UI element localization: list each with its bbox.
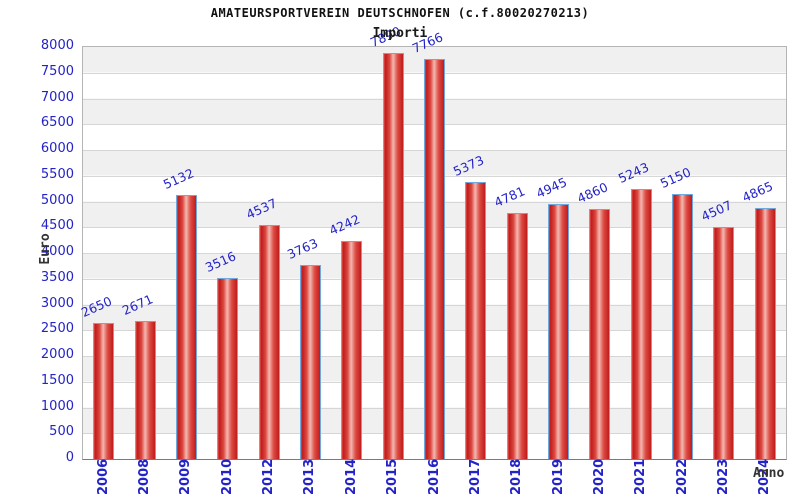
- x-tick-label: 2006: [95, 458, 111, 495]
- bar: [134, 321, 156, 459]
- bar: [506, 213, 528, 459]
- x-axis-label: Anno: [753, 466, 785, 481]
- bar: [548, 204, 570, 459]
- bar: [341, 241, 363, 459]
- bar-value-label: 5150: [657, 164, 693, 191]
- x-tick-label: 2015: [385, 458, 401, 495]
- bar: [175, 195, 197, 459]
- y-tick-label: 3500: [40, 269, 74, 285]
- x-tick-label: 2012: [261, 458, 277, 495]
- x-tick-label: 2016: [426, 458, 442, 495]
- x-tick-label: 2014: [343, 458, 359, 495]
- x-tick-label: 2009: [178, 458, 194, 495]
- x-tick-label: 2018: [509, 458, 525, 495]
- y-tick-label: 3000: [40, 295, 74, 311]
- bar: [382, 53, 404, 459]
- y-tick-label: 0: [65, 450, 74, 465]
- y-tick-label: 4500: [40, 218, 74, 234]
- bar: [217, 278, 239, 459]
- bar: [93, 323, 115, 459]
- bar: [465, 182, 487, 459]
- bar-value-label: 4242: [326, 211, 362, 238]
- y-tick-label: 1500: [40, 372, 74, 388]
- y-tick-label: 7500: [40, 63, 74, 79]
- x-tick-label: 2017: [467, 458, 483, 495]
- bar-value-label: 4781: [492, 183, 528, 210]
- bar: [589, 209, 611, 459]
- bar: [424, 59, 445, 459]
- x-tick-label: 2022: [674, 458, 690, 495]
- bar: [299, 265, 321, 459]
- bar-value-label: 5132: [161, 165, 197, 192]
- plot-area: 2650 2671 5132 3516 4537 3763 4242 7890 7766 5373…: [78, 23, 787, 460]
- y-tick-label: 5500: [40, 166, 74, 182]
- x-tick-label: 2021: [633, 458, 649, 495]
- bar: [258, 225, 280, 459]
- y-tick-label: 8000: [40, 38, 74, 53]
- y-tick-label: 4000: [40, 244, 74, 259]
- bar-value-label: 3763: [285, 235, 321, 262]
- y-tick-label: 6500: [40, 115, 74, 131]
- y-tick-label: 6000: [40, 141, 74, 156]
- x-tick-label: 2013: [302, 458, 318, 495]
- x-tick-label: 2020: [591, 458, 607, 495]
- bar-value-label: 2671: [119, 291, 156, 318]
- bar: [754, 208, 776, 459]
- bar-value-label: 2650: [78, 293, 114, 320]
- bar: [630, 189, 652, 459]
- x-tick-label: 2008: [137, 458, 153, 495]
- bar: [672, 194, 694, 459]
- y-tick-label: 500: [49, 424, 74, 440]
- x-tick-label: 2023: [715, 458, 731, 495]
- y-tick-label: 7000: [40, 89, 74, 105]
- bar: [713, 227, 735, 459]
- x-tick-label: 2010: [219, 458, 235, 495]
- chart-subtitle: Importi: [372, 26, 428, 41]
- y-tick-label: 2000: [40, 347, 74, 362]
- bar-value-label: 4537: [243, 195, 280, 222]
- y-tick-label: 2500: [40, 321, 74, 337]
- y-tick-label: 1000: [40, 398, 74, 414]
- bar-value-label: 5243: [616, 159, 652, 186]
- x-tick-label: 2019: [550, 458, 566, 495]
- bar-value-label: 4945: [533, 174, 569, 201]
- y-axis-label: Euro: [38, 233, 53, 265]
- y-tick-label: 5000: [40, 192, 74, 208]
- chart-title: AMATEURSPORTVEREIN DEUTSCHNOFEN (c.f.800…: [210, 6, 590, 20]
